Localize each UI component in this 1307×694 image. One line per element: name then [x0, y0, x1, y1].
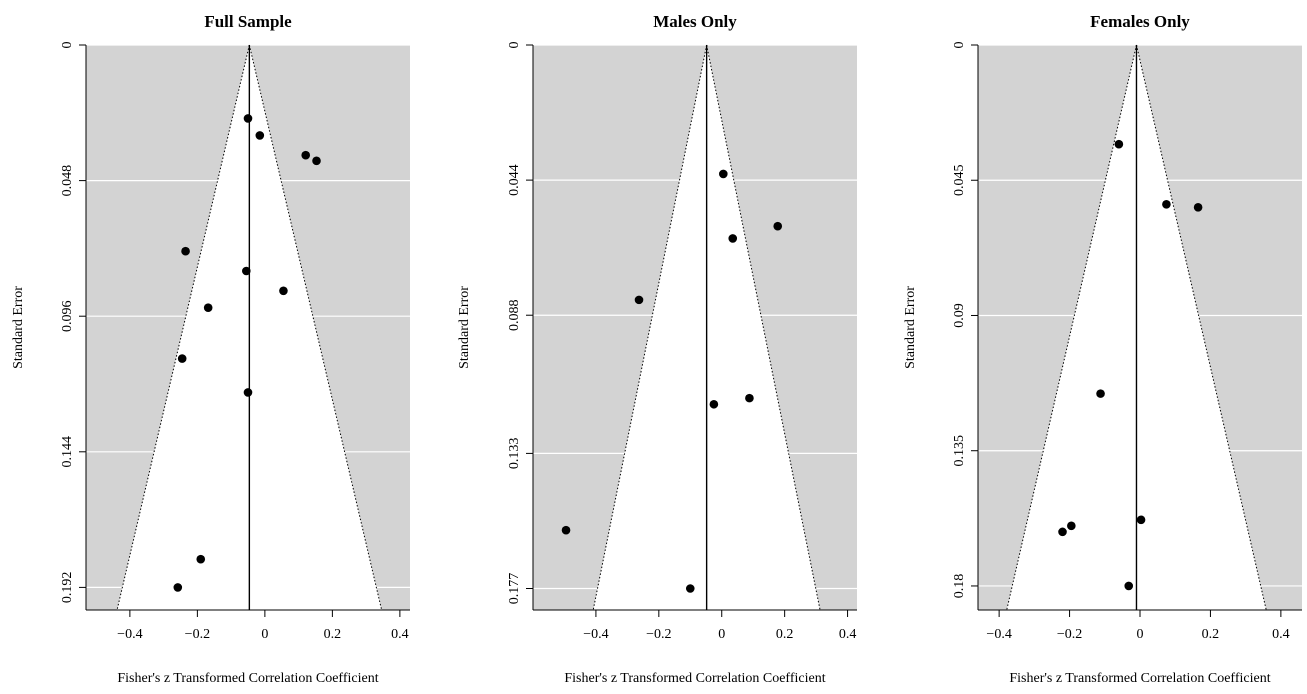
y-tick-label: 0	[60, 42, 75, 49]
study-point	[561, 525, 571, 535]
y-tick-label: 0	[507, 42, 522, 49]
y-axis-label: Standard Error	[903, 286, 918, 369]
y-tick-label: 0.09	[952, 303, 967, 328]
study-point	[181, 246, 190, 256]
funnel-right-edge	[248, 44, 383, 611]
study-point	[243, 388, 253, 397]
study-point	[243, 114, 253, 123]
study-point	[301, 150, 311, 160]
x-tick-label: −0.2	[646, 627, 671, 642]
y-tick-label: 0.135	[952, 435, 967, 467]
y-axis-label: Standard Error	[457, 286, 472, 369]
x-axis-label: Fisher's z Transformed Correlation Coeff…	[564, 671, 825, 686]
x-tick-label: 0	[718, 627, 725, 642]
y-tick-label: 0.096	[60, 300, 75, 332]
study-point	[1058, 527, 1067, 537]
y-tick-label: 0.048	[60, 165, 75, 197]
study-point	[719, 169, 728, 179]
study-point	[634, 295, 644, 305]
x-axis-label: Fisher's z Transformed Correlation Coeff…	[117, 671, 378, 686]
study-point	[728, 234, 738, 243]
x-tick-label: −0.2	[185, 627, 210, 642]
panel-1: 0 0.044 0.088 0.133 0.177 −0.4 −0.2 0 0.2 0.4 Male…	[457, 12, 857, 686]
x-axis-label: Fisher's z Transformed Correlation Coeff…	[1009, 671, 1270, 686]
y-tick-label: 0.088	[507, 299, 522, 331]
funnel-left-edge	[592, 44, 708, 611]
study-point	[1124, 581, 1134, 591]
study-point	[1162, 199, 1171, 209]
study-point	[1136, 515, 1146, 525]
x-tick-label: 0	[261, 627, 268, 642]
x-tick-label: 0.2	[1202, 627, 1220, 642]
panel-title: Full Sample	[204, 12, 292, 31]
panel-0: 0 0.048 0.096 0.144 0.192 −0.4 −0.2 0 0.2 0.4 Full…	[11, 12, 410, 686]
study-point	[709, 399, 719, 409]
funnel-left-edge	[1006, 44, 1137, 611]
panel-title: Males Only	[653, 12, 737, 31]
study-point	[173, 583, 183, 592]
y-tick-label: 0.18	[952, 574, 967, 599]
panel-2: 0 0.045 0.09 0.135 0.18 −0.4 −0.2 0 0.2 0.4 Female…	[903, 12, 1302, 686]
study-point	[773, 221, 783, 231]
study-point	[745, 393, 754, 403]
x-tick-label: 0	[1137, 627, 1144, 642]
y-axis-label: Standard Error	[11, 286, 26, 369]
funnel-right-edge	[706, 44, 821, 611]
y-tick-label: 0.144	[60, 436, 75, 468]
study-point	[1114, 139, 1124, 149]
study-point	[242, 266, 251, 276]
x-tick-label: −0.4	[117, 627, 142, 642]
x-tick-label: 0.4	[839, 627, 857, 642]
study-point	[685, 584, 695, 593]
y-tick-label: 0.044	[507, 164, 522, 196]
x-tick-label: −0.2	[1057, 627, 1082, 642]
funnel-left-edge	[116, 44, 250, 611]
x-tick-label: 0.4	[391, 627, 409, 642]
y-tick-label: 0.045	[952, 164, 967, 196]
y-tick-label: 0	[952, 42, 967, 49]
y-tick-label: 0.192	[60, 572, 75, 604]
study-point	[1193, 202, 1203, 212]
x-tick-label: 0.2	[776, 627, 794, 642]
x-tick-label: 0.2	[324, 627, 342, 642]
study-point	[1067, 521, 1076, 531]
study-point	[177, 354, 187, 363]
x-tick-label: −0.4	[583, 627, 608, 642]
study-point	[279, 286, 288, 296]
study-point	[312, 156, 321, 166]
funnel-right-edge	[1135, 44, 1267, 611]
study-point	[203, 303, 213, 313]
y-tick-label: 0.133	[507, 438, 522, 470]
y-tick-label: 0.177	[507, 573, 522, 605]
study-point	[196, 554, 206, 564]
study-point	[255, 131, 265, 140]
study-point	[1096, 389, 1105, 398]
x-tick-label: 0.4	[1272, 627, 1290, 642]
panel-title: Females Only	[1090, 12, 1190, 31]
x-tick-label: −0.4	[986, 627, 1011, 642]
